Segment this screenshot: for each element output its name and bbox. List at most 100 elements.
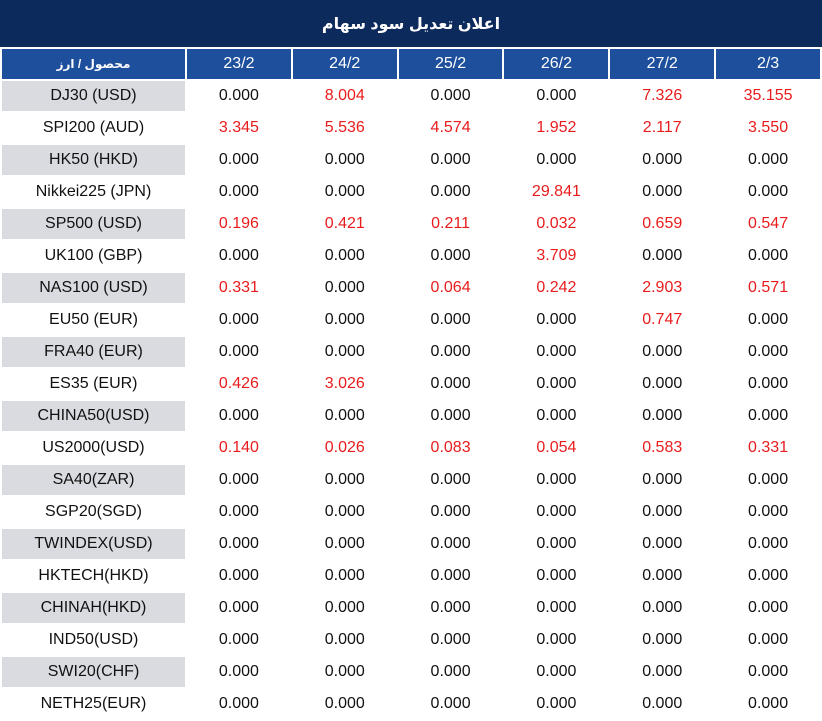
row-symbol: NETH25(EUR) (2, 689, 185, 719)
row-value: 0.000 (504, 593, 609, 623)
row-value: 0.000 (504, 401, 609, 431)
row-value: 0.000 (504, 145, 609, 175)
row-value: 0.000 (292, 561, 397, 591)
row-symbol: SWI20(CHF) (2, 657, 185, 687)
table-body: DJ30 (USD) 0.000 8.004 0.000 0.000 7.326 35.15… (2, 81, 820, 719)
row-symbol: EU50 (EUR) (2, 305, 185, 335)
row-symbol: FRA40 (EUR) (2, 337, 185, 367)
row-value: 0.000 (398, 625, 503, 655)
row-value: 0.000 (187, 81, 291, 111)
table-row: NAS100 (USD) 0.331 0.000 0.064 0.242 2.903 0.5… (2, 273, 820, 303)
row-value: 0.000 (398, 529, 503, 559)
row-value: 0.000 (187, 337, 291, 367)
row-value: 0.000 (716, 369, 820, 399)
row-symbol: UK100 (GBP) (2, 241, 185, 271)
table-row: UK100 (GBP) 0.000 0.000 0.000 3.709 0.000 0.00… (2, 241, 820, 271)
row-value: 0.000 (292, 401, 397, 431)
row-symbol: CHINAH(HKD) (2, 593, 185, 623)
row-value: 0.000 (610, 593, 715, 623)
row-symbol: DJ30 (USD) (2, 81, 185, 111)
row-value: 0.000 (610, 497, 715, 527)
row-value: 0.000 (398, 497, 503, 527)
row-value: 0.000 (504, 81, 609, 111)
row-value: 0.000 (610, 689, 715, 719)
row-value: 0.571 (716, 273, 820, 303)
column-header-date: 23/2 (187, 49, 291, 79)
dividend-adjustment-table: محصول / ارز 23/2 24/2 25/2 26/2 27/2 2/3… (0, 47, 822, 721)
row-value: 0.000 (292, 529, 397, 559)
row-value: 0.000 (610, 337, 715, 367)
column-header-date: 26/2 (504, 49, 609, 79)
row-value: 0.000 (610, 465, 715, 495)
table-row: TWINDEX(USD) 0.000 0.000 0.000 0.000 0.000 0.0… (2, 529, 820, 559)
column-header-date: 2/3 (716, 49, 820, 79)
column-header-date: 27/2 (610, 49, 715, 79)
row-value: 0.000 (187, 561, 291, 591)
row-value: 0.000 (187, 465, 291, 495)
row-value: 0.000 (292, 305, 397, 335)
row-value: 5.536 (292, 113, 397, 143)
row-value: 2.117 (610, 113, 715, 143)
row-value: 0.000 (292, 337, 397, 367)
row-value: 0.000 (398, 561, 503, 591)
row-value: 0.000 (187, 593, 291, 623)
column-header-symbol: محصول / ارز (2, 49, 185, 79)
row-value: 0.140 (187, 433, 291, 463)
row-value: 0.000 (292, 657, 397, 687)
page-title: اعلان تعدیل سود سهام (321, 15, 501, 33)
row-symbol: US2000(USD) (2, 433, 185, 463)
table-row: CHINA50(USD) 0.000 0.000 0.000 0.000 0.000 0.0… (2, 401, 820, 431)
row-value: 0.000 (398, 465, 503, 495)
row-value: 0.000 (187, 305, 291, 335)
row-value: 0.000 (716, 593, 820, 623)
row-value: 0.000 (398, 689, 503, 719)
row-value: 0.032 (504, 209, 609, 239)
row-value: 0.000 (398, 241, 503, 271)
row-value: 35.155 (716, 81, 820, 111)
row-symbol: SPI200 (AUD) (2, 113, 185, 143)
row-value: 3.345 (187, 113, 291, 143)
row-value: 0.547 (716, 209, 820, 239)
row-value: 0.000 (292, 145, 397, 175)
row-symbol: Nikkei225 (JPN) (2, 177, 185, 207)
row-value: 0.000 (504, 465, 609, 495)
row-value: 0.000 (504, 305, 609, 335)
row-value: 0.000 (716, 625, 820, 655)
row-value: 1.952 (504, 113, 609, 143)
table-row: FRA40 (EUR) 0.000 0.000 0.000 0.000 0.000 0.00… (2, 337, 820, 367)
row-value: 0.000 (716, 561, 820, 591)
table-row: Nikkei225 (JPN) 0.000 0.000 0.000 29.841 0.00… (2, 177, 820, 207)
row-value: 0.000 (398, 369, 503, 399)
row-value: 3.026 (292, 369, 397, 399)
row-symbol: HKTECH(HKD) (2, 561, 185, 591)
row-value: 29.841 (504, 177, 609, 207)
row-value: 3.709 (504, 241, 609, 271)
row-value: 0.000 (292, 177, 397, 207)
row-value: 0.000 (187, 657, 291, 687)
row-value: 2.903 (610, 273, 715, 303)
row-value: 0.000 (504, 561, 609, 591)
row-value: 0.000 (716, 241, 820, 271)
row-symbol: NAS100 (USD) (2, 273, 185, 303)
row-value: 0.000 (292, 625, 397, 655)
row-value: 0.242 (504, 273, 609, 303)
row-value: 0.000 (398, 177, 503, 207)
row-value: 0.000 (187, 689, 291, 719)
row-value: 7.326 (610, 81, 715, 111)
table-row: IND50(USD) 0.000 0.000 0.000 0.000 0.000 0.000 (2, 625, 820, 655)
row-value: 0.000 (610, 369, 715, 399)
row-symbol: IND50(USD) (2, 625, 185, 655)
row-symbol: SGP20(SGD) (2, 497, 185, 527)
row-value: 8.004 (292, 81, 397, 111)
row-symbol: SA40(ZAR) (2, 465, 185, 495)
table-row: HK50 (HKD) 0.000 0.000 0.000 0.000 0.000 0.000 (2, 145, 820, 175)
row-value: 0.000 (292, 241, 397, 271)
table-row: SP500 (USD) 0.196 0.421 0.211 0.032 0.659 0.54… (2, 209, 820, 239)
row-value: 0.000 (292, 497, 397, 527)
row-value: 0.583 (610, 433, 715, 463)
row-value: 0.000 (398, 401, 503, 431)
row-value: 0.000 (292, 689, 397, 719)
row-value: 0.000 (610, 625, 715, 655)
row-value: 0.064 (398, 273, 503, 303)
row-value: 0.000 (504, 657, 609, 687)
